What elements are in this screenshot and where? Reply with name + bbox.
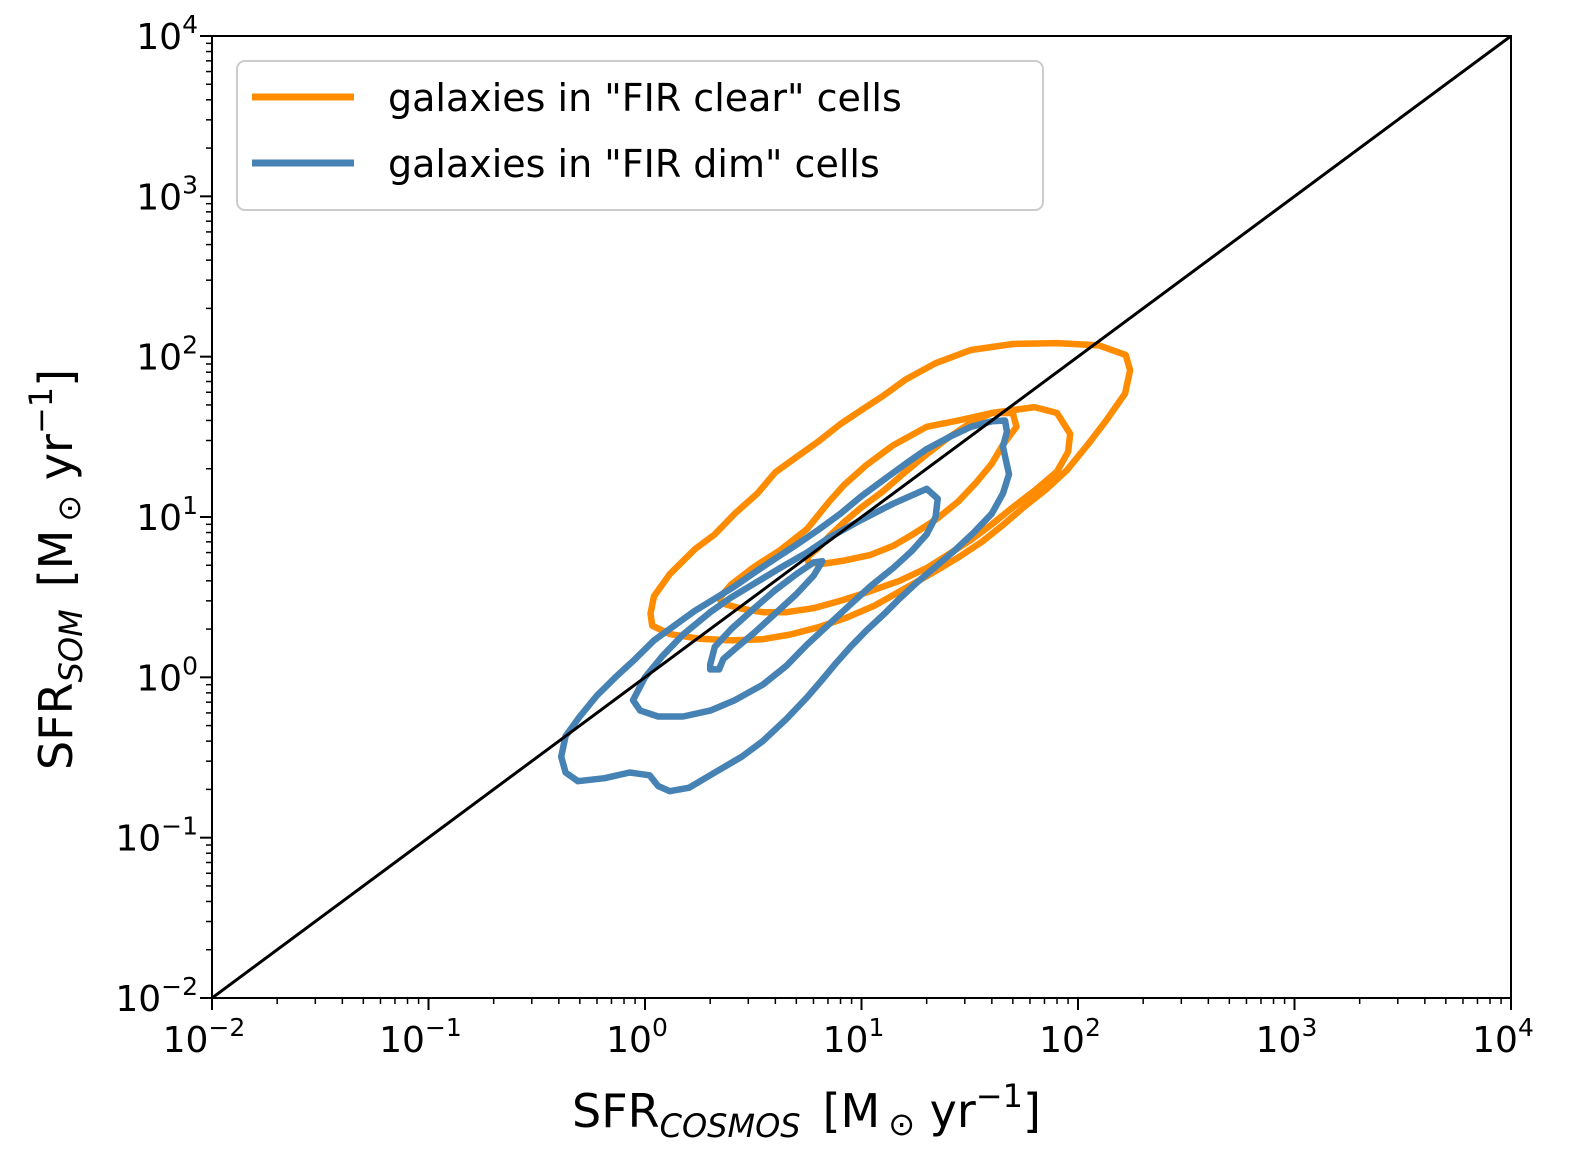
- svg-text:SFRSOM[M⊙ yr−1]: SFRSOM [M ⊙ yr−1]: [22, 369, 90, 770]
- y-axis-title-sub: SOM: [52, 609, 90, 682]
- y-axis-title: SFRSOM [M ⊙ yr−1]: [22, 369, 90, 770]
- x-axis-title: SFRCOSMOS [M ⊙ yr−1]: [572, 1077, 1041, 1145]
- plot-content: [212, 36, 1511, 998]
- x-tick-label: 103: [1256, 1013, 1318, 1061]
- x-tick-label: 101: [823, 1013, 885, 1061]
- y-tick-label: 101: [136, 491, 198, 539]
- plot-area-frame: [211, 35, 1512, 999]
- y-axis-title-main: SFR: [29, 682, 83, 770]
- x-tick-label: 10−2: [163, 1013, 246, 1061]
- x-tick-label: 102: [1039, 1013, 1101, 1061]
- fir-clear-contour-2: [715, 403, 1074, 616]
- y-tick-label: 102: [136, 331, 198, 379]
- fir-dim-contour-3: [706, 557, 826, 673]
- x-axis-title-unit-end: ]: [1023, 1084, 1041, 1138]
- legend: galaxies in "FIR clear" cells galaxies i…: [236, 60, 1044, 211]
- y-axis-title-unit-sup: −1: [22, 387, 60, 434]
- y-tick-label: 10−1: [115, 812, 198, 860]
- x-tick-label: 100: [606, 1013, 668, 1061]
- y-axis-title-unit-mid: yr: [29, 434, 83, 495]
- y-tick-label: 104: [136, 10, 198, 58]
- legend-box: [236, 60, 1044, 211]
- svg-text:SFRCOSMOS[M⊙ yr−1]: SFRCOSMOS [M ⊙ yr−1]: [572, 1077, 1041, 1145]
- tick-labels: 10−2 10−1 100 101 102 103 104 10−2 10−1 100 101 102…: [115, 10, 1534, 1061]
- x-axis-title-unit-mid: yr: [915, 1084, 976, 1138]
- legend-label-fir-clear: galaxies in "FIR clear" cells: [388, 76, 902, 120]
- y-tick-label: 100: [136, 651, 198, 699]
- fir-clear-contour-3: [803, 409, 1020, 568]
- fir-dim-contour-1: [557, 417, 1013, 795]
- legend-label-fir-dim: galaxies in "FIR dim" cells: [388, 142, 880, 186]
- y-tick-label: 10−2: [115, 972, 198, 1020]
- fir-clear-contour-1: [647, 339, 1134, 644]
- y-axis-title-unit-end: ]: [29, 369, 83, 387]
- y-axis-title-unit-prefix: [M: [29, 530, 83, 588]
- y-axis-title-unit-sym: ⊙: [50, 495, 88, 522]
- fir-dim-contour-2: [629, 485, 941, 720]
- x-axis-title-sub: COSMOS: [660, 1107, 801, 1145]
- x-axis-title-main: SFR: [572, 1084, 660, 1138]
- x-tick-label: 104: [1472, 1013, 1534, 1061]
- x-axis-title-unit-prefix: [M: [823, 1084, 881, 1138]
- y-tick-label: 103: [136, 170, 198, 218]
- x-axis-title-unit-sym: ⊙: [888, 1105, 915, 1143]
- x-axis-title-unit-sup: −1: [976, 1077, 1023, 1115]
- x-tick-label: 10−1: [379, 1013, 462, 1061]
- one-to-one-line: [212, 36, 1511, 998]
